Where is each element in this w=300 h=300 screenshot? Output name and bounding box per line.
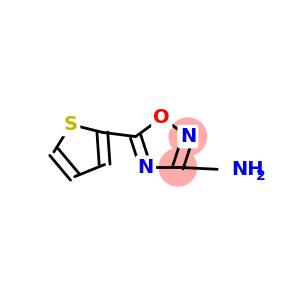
Text: N: N [180,127,196,146]
Text: S: S [64,115,78,134]
Text: 2: 2 [256,169,266,183]
Text: N: N [137,158,154,177]
Text: O: O [154,108,170,127]
Text: NH: NH [231,160,263,179]
Circle shape [169,118,207,155]
Circle shape [159,149,196,186]
